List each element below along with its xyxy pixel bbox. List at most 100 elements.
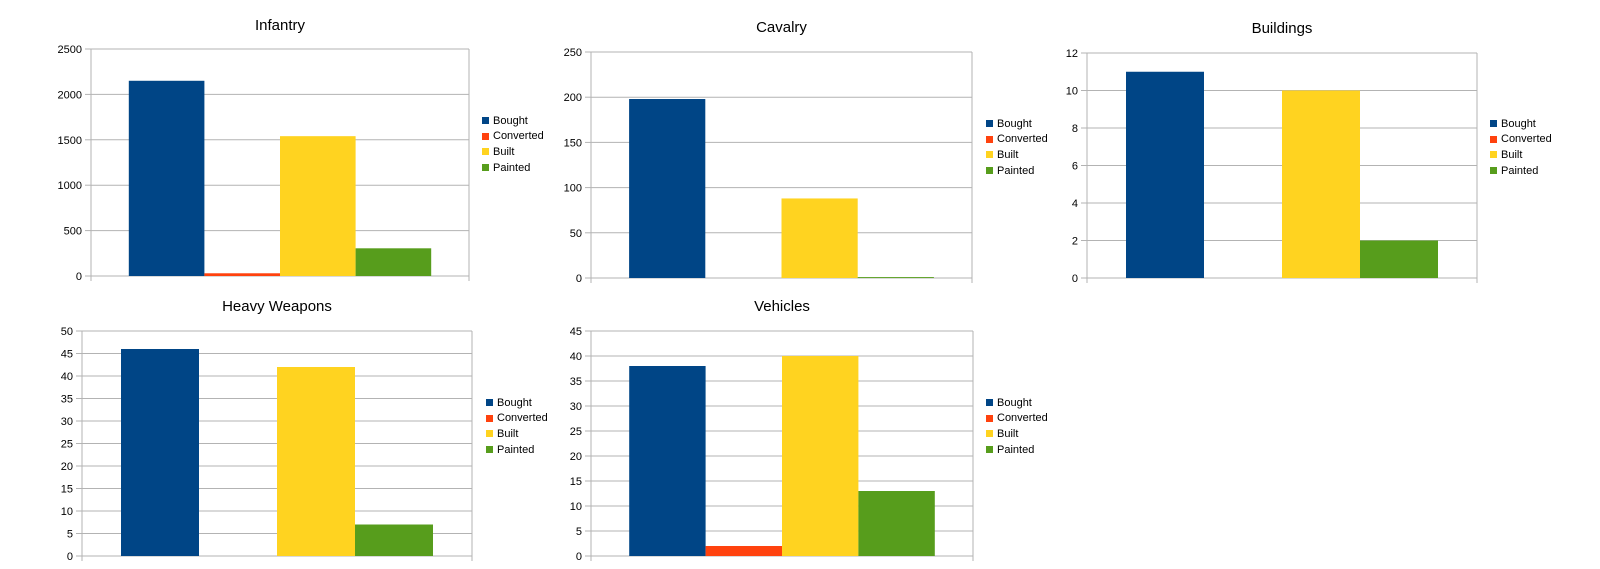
y-tick-label: 2500 <box>58 44 82 56</box>
bar-painted <box>857 277 934 278</box>
y-tick-label: 5 <box>576 526 582 538</box>
y-tick-label: 0 <box>1072 273 1078 285</box>
y-tick-label: 15 <box>61 484 73 496</box>
bar-built <box>277 367 355 556</box>
bar-painted <box>355 524 433 556</box>
legend-item: Built <box>986 426 1048 442</box>
legend-swatch <box>482 164 489 172</box>
legend-label: Painted <box>1501 164 1539 177</box>
y-tick-label: 35 <box>570 376 582 388</box>
legend-label: Painted <box>497 443 535 456</box>
legend-label: Bought <box>997 396 1032 409</box>
legend-swatch <box>1490 120 1497 128</box>
y-tick-label: 25 <box>61 439 73 451</box>
legend-item: Bought <box>986 116 1048 132</box>
legend-item: Painted <box>486 442 548 458</box>
legend-swatch <box>486 399 493 407</box>
legend-label: Bought <box>493 114 528 127</box>
y-tick-label: 500 <box>64 226 82 238</box>
y-tick-label: 50 <box>61 326 73 338</box>
legend-swatch <box>486 414 493 422</box>
bar-bought <box>629 99 706 279</box>
legend-label: Converted <box>1501 133 1552 146</box>
bar-built <box>781 198 858 278</box>
legend-label: Converted <box>493 130 544 143</box>
y-tick-label: 1500 <box>58 135 82 147</box>
legend-swatch <box>482 132 489 140</box>
legend-label: Built <box>997 148 1019 161</box>
y-tick-label: 40 <box>61 371 73 383</box>
legend-swatch <box>986 446 993 454</box>
legend-label: Painted <box>997 443 1035 456</box>
legend: Bought Converted Built Painted <box>1490 116 1552 178</box>
bar-bought <box>1126 71 1204 278</box>
y-tick-label: 1000 <box>58 180 82 192</box>
chart-title: Cavalry <box>756 19 807 36</box>
legend-item: Converted <box>986 132 1048 148</box>
legend-item: Bought <box>482 113 544 129</box>
legend-item: Converted <box>486 411 548 427</box>
legend-swatch <box>486 446 493 454</box>
y-tick-label: 8 <box>1072 123 1078 135</box>
y-tick-label: 250 <box>564 47 582 59</box>
legend-item: Painted <box>482 160 544 176</box>
legend-item: Painted <box>986 442 1048 458</box>
legend-label: Built <box>497 427 519 440</box>
legend-swatch <box>986 430 993 438</box>
bar-converted <box>204 273 280 276</box>
bar-converted <box>705 546 782 556</box>
chart-title: Infantry <box>254 17 306 34</box>
y-tick-label: 0 <box>576 273 582 285</box>
y-tick-label: 2 <box>1072 236 1078 248</box>
y-tick-label: 200 <box>564 92 582 104</box>
bar-built <box>280 136 356 276</box>
y-tick-label: 50 <box>570 228 582 240</box>
bar-painted <box>355 248 432 276</box>
y-tick-label: 2000 <box>58 89 82 101</box>
y-tick-label: 10 <box>1066 86 1078 98</box>
legend: Bought Converted Built Painted <box>482 113 544 175</box>
y-tick-label: 0 <box>67 551 73 563</box>
legend-swatch <box>986 135 993 143</box>
y-tick-label: 20 <box>61 461 73 473</box>
y-tick-label: 5 <box>67 529 73 541</box>
legend-item: Built <box>986 147 1048 163</box>
legend-label: Built <box>493 145 515 158</box>
legend-swatch <box>986 167 993 175</box>
legend-label: Bought <box>997 117 1032 130</box>
bar-built <box>1282 90 1360 278</box>
legend-item: Converted <box>986 411 1048 427</box>
y-tick-label: 40 <box>570 351 582 363</box>
y-tick-label: 30 <box>570 401 582 413</box>
y-tick-label: 25 <box>570 426 582 438</box>
chart-title: Heavy Weapons <box>222 298 332 315</box>
y-tick-label: 45 <box>61 349 73 361</box>
legend-label: Bought <box>497 396 532 409</box>
legend: Bought Converted Built Painted <box>986 395 1048 457</box>
legend-label: Converted <box>497 412 548 425</box>
y-tick-label: 30 <box>61 416 73 428</box>
legend-swatch <box>986 414 993 422</box>
legend-label: Converted <box>997 412 1048 425</box>
bar-bought <box>121 349 199 556</box>
legend-label: Converted <box>997 133 1048 146</box>
bar-bought <box>629 366 706 556</box>
legend-item: Bought <box>986 395 1048 411</box>
y-tick-label: 6 <box>1072 161 1078 173</box>
y-tick-label: 0 <box>76 271 82 283</box>
y-tick-label: 10 <box>61 506 73 518</box>
legend-label: Painted <box>493 161 531 174</box>
legend-item: Built <box>1490 147 1552 163</box>
legend-item: Converted <box>1490 132 1552 148</box>
legend-item: Painted <box>1490 163 1552 179</box>
chart-title: Buildings <box>1251 20 1313 37</box>
legend-item: Bought <box>486 395 548 411</box>
y-tick-label: 4 <box>1072 198 1078 210</box>
y-tick-label: 45 <box>570 326 582 338</box>
legend-swatch <box>1490 167 1497 175</box>
